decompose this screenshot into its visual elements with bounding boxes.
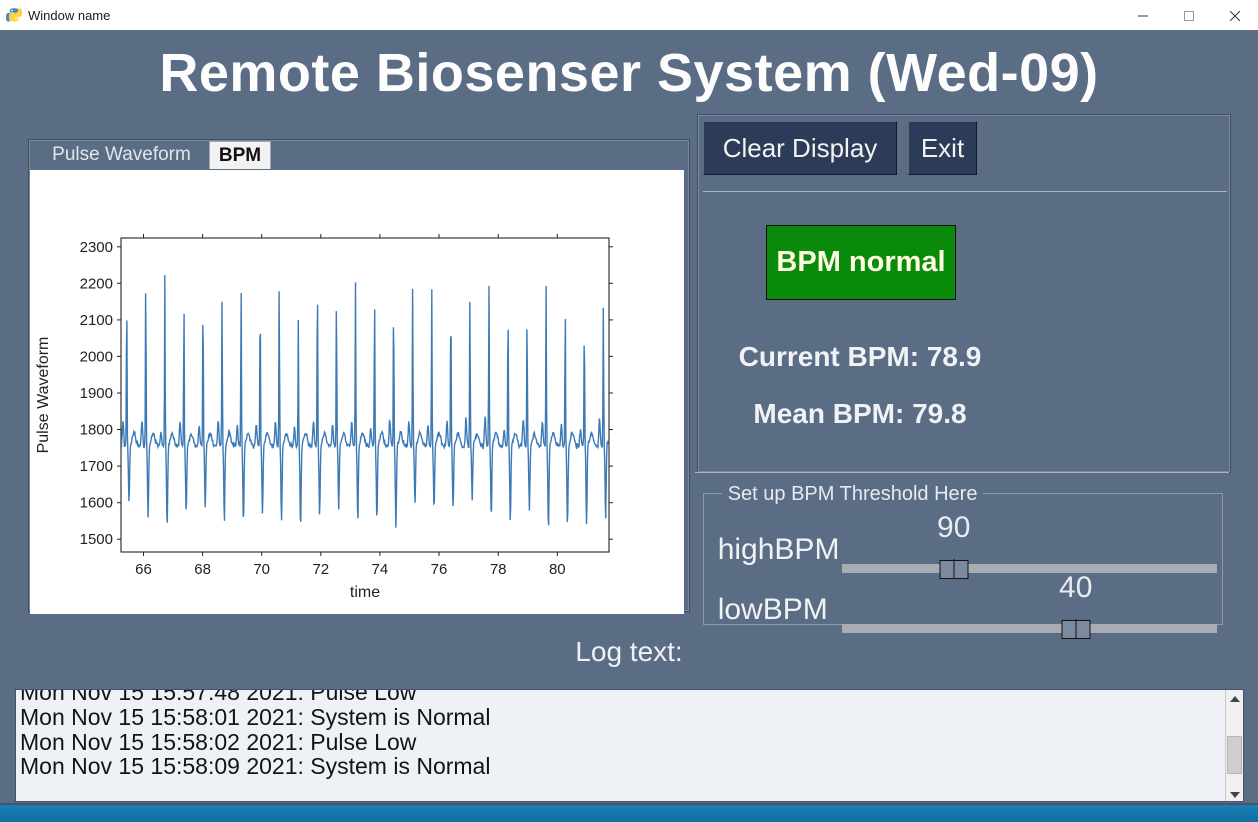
svg-text:2000: 2000 bbox=[80, 348, 113, 365]
svg-text:1600: 1600 bbox=[80, 495, 113, 512]
svg-text:1900: 1900 bbox=[80, 385, 113, 402]
svg-text:1500: 1500 bbox=[80, 531, 113, 548]
svg-text:2100: 2100 bbox=[80, 312, 113, 329]
svg-text:Pulse Waveform: Pulse Waveform bbox=[35, 337, 52, 454]
svg-text:1700: 1700 bbox=[80, 458, 113, 475]
svg-text:2200: 2200 bbox=[80, 275, 113, 292]
svg-text:66: 66 bbox=[135, 561, 152, 578]
svg-text:68: 68 bbox=[194, 561, 211, 578]
svg-text:2300: 2300 bbox=[80, 239, 113, 256]
svg-text:80: 80 bbox=[549, 561, 566, 578]
svg-text:76: 76 bbox=[431, 561, 448, 578]
svg-text:70: 70 bbox=[253, 561, 270, 578]
svg-text:78: 78 bbox=[490, 561, 507, 578]
svg-text:72: 72 bbox=[312, 561, 329, 578]
svg-text:74: 74 bbox=[372, 561, 389, 578]
svg-text:time: time bbox=[350, 584, 380, 601]
svg-text:1800: 1800 bbox=[80, 422, 113, 439]
